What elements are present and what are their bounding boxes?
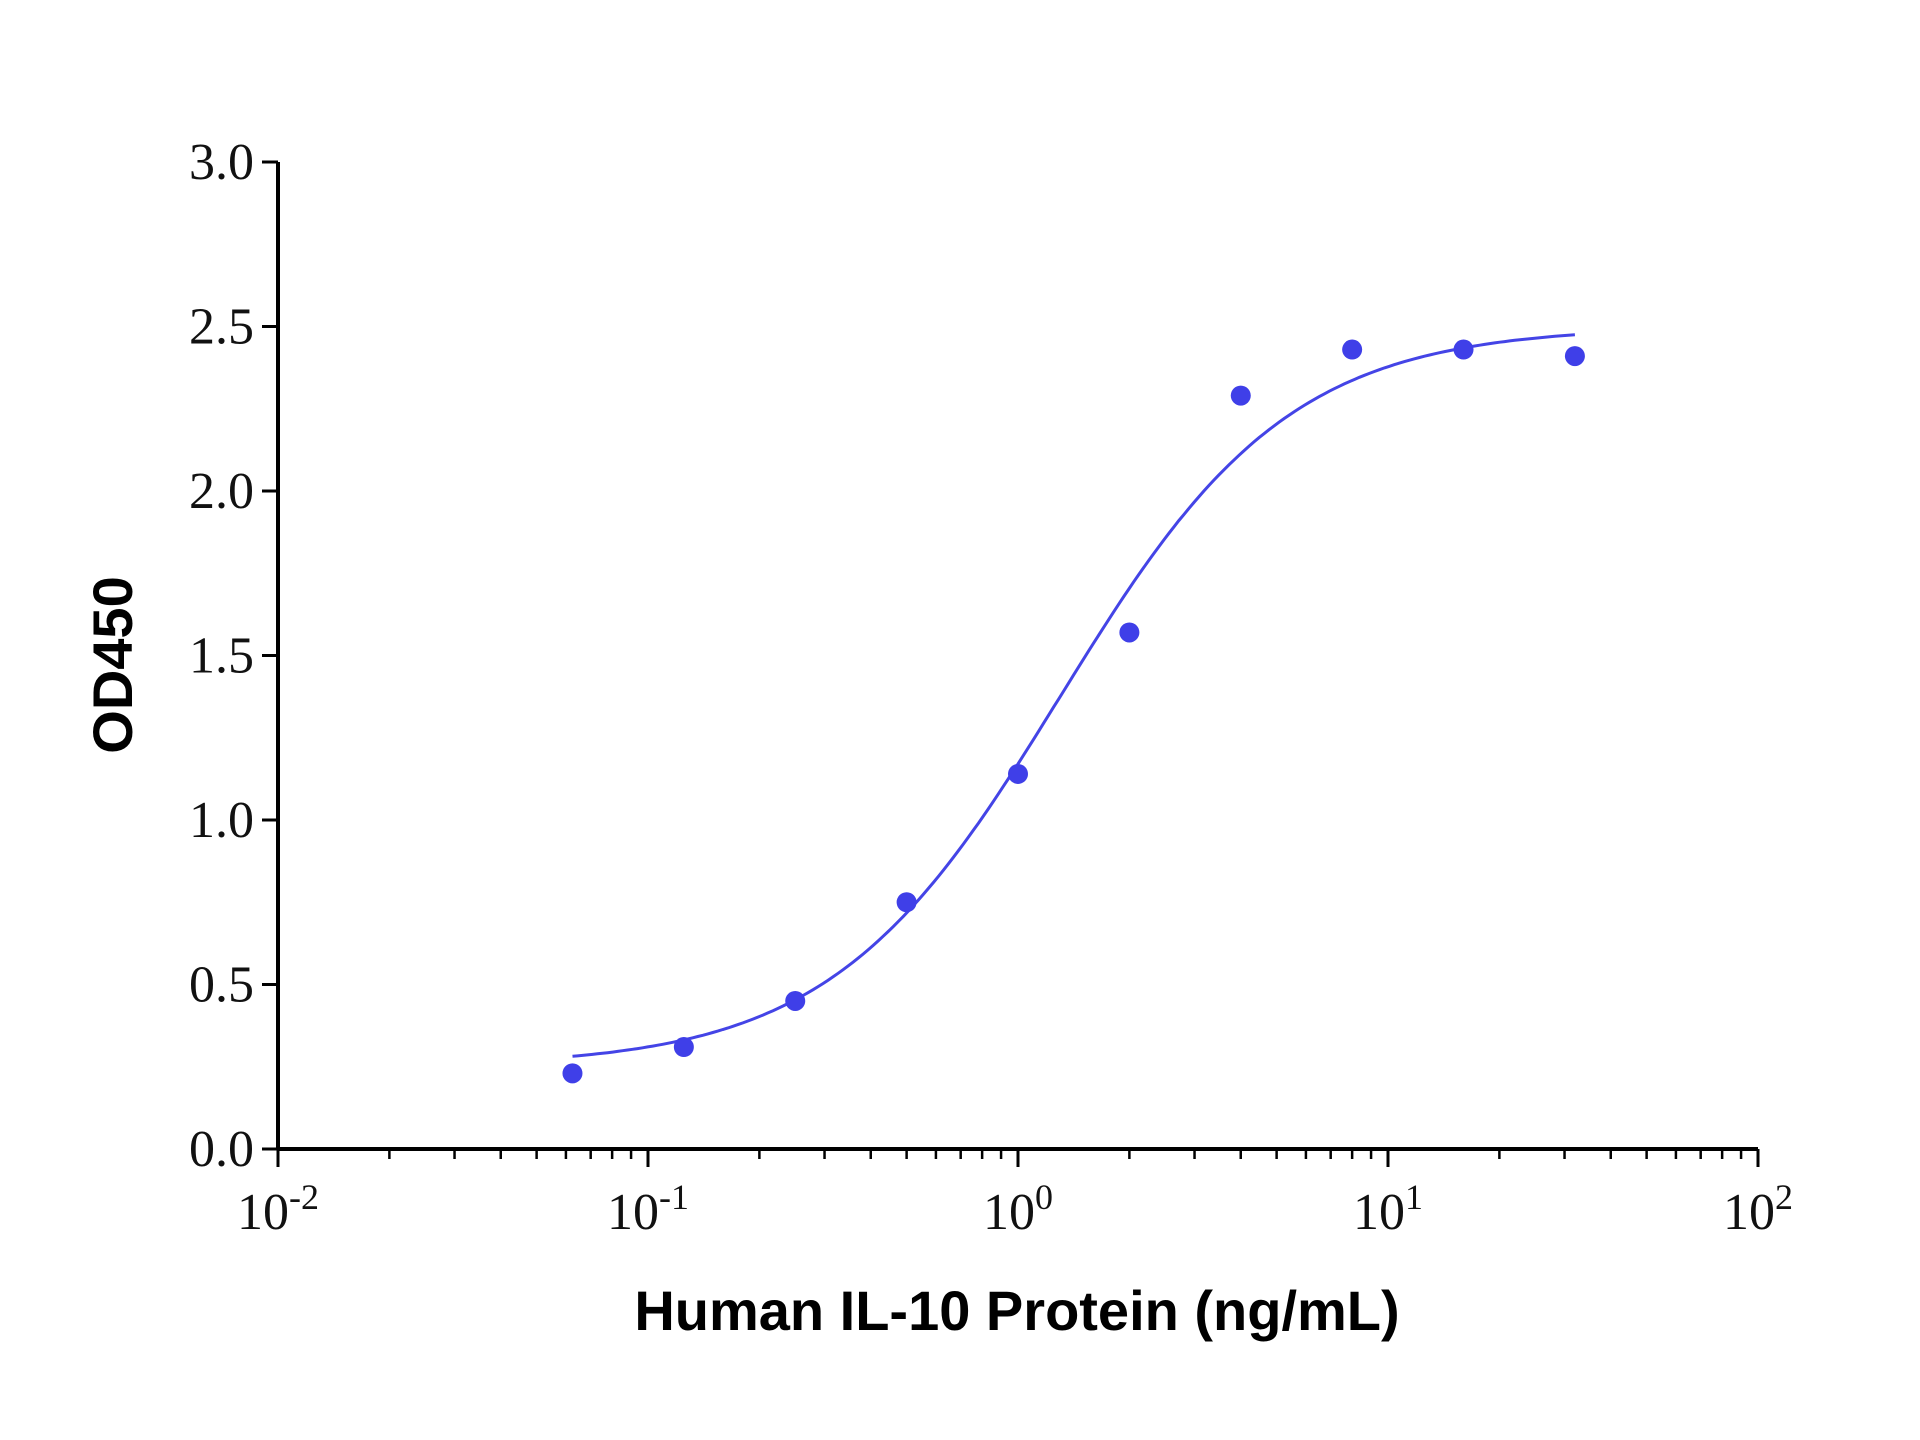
tick-marks bbox=[262, 160, 1760, 1167]
data-point bbox=[785, 990, 806, 1011]
x-tick-label: 101 bbox=[1353, 1177, 1423, 1241]
data-point bbox=[673, 1037, 694, 1058]
x-axis-title: Human IL-10 Protein (ng/mL) bbox=[634, 1279, 1399, 1342]
y-tick-label: 0.0 bbox=[189, 1121, 254, 1178]
y-tick-label: 1.0 bbox=[189, 792, 254, 849]
axes bbox=[276, 162, 1758, 1151]
y-axis-title: OD450 bbox=[81, 576, 144, 753]
data-point bbox=[1008, 763, 1028, 784]
y-tick-label: 3.0 bbox=[189, 134, 254, 191]
x-tick-label: 100 bbox=[983, 1177, 1053, 1241]
x-tick-label: 102 bbox=[1723, 1177, 1793, 1241]
fit-curve bbox=[572, 333, 1575, 1058]
y-tick-labels: 0.0 0.5 1.0 1.5 2.0 2.5 3.0 bbox=[189, 134, 254, 1178]
y-tick-label: 2.5 bbox=[189, 299, 254, 356]
data-points bbox=[562, 339, 1585, 1084]
data-point bbox=[1342, 339, 1363, 360]
data-point bbox=[896, 892, 917, 913]
x-tick-label: 10-2 bbox=[237, 1177, 319, 1241]
data-point bbox=[1119, 622, 1140, 643]
x-tick-labels: 10-2 10-1 100 101 102 bbox=[237, 1177, 1793, 1241]
data-point bbox=[562, 1063, 583, 1084]
fit-curve-line bbox=[572, 333, 1575, 1058]
y-tick-label: 2.0 bbox=[189, 463, 254, 520]
data-point bbox=[1230, 385, 1251, 406]
x-tick-label: 10-1 bbox=[607, 1177, 689, 1241]
data-point bbox=[1564, 346, 1585, 367]
y-tick-label: 0.5 bbox=[189, 957, 254, 1014]
data-point bbox=[1453, 339, 1474, 360]
y-tick-label: 1.5 bbox=[189, 628, 254, 685]
